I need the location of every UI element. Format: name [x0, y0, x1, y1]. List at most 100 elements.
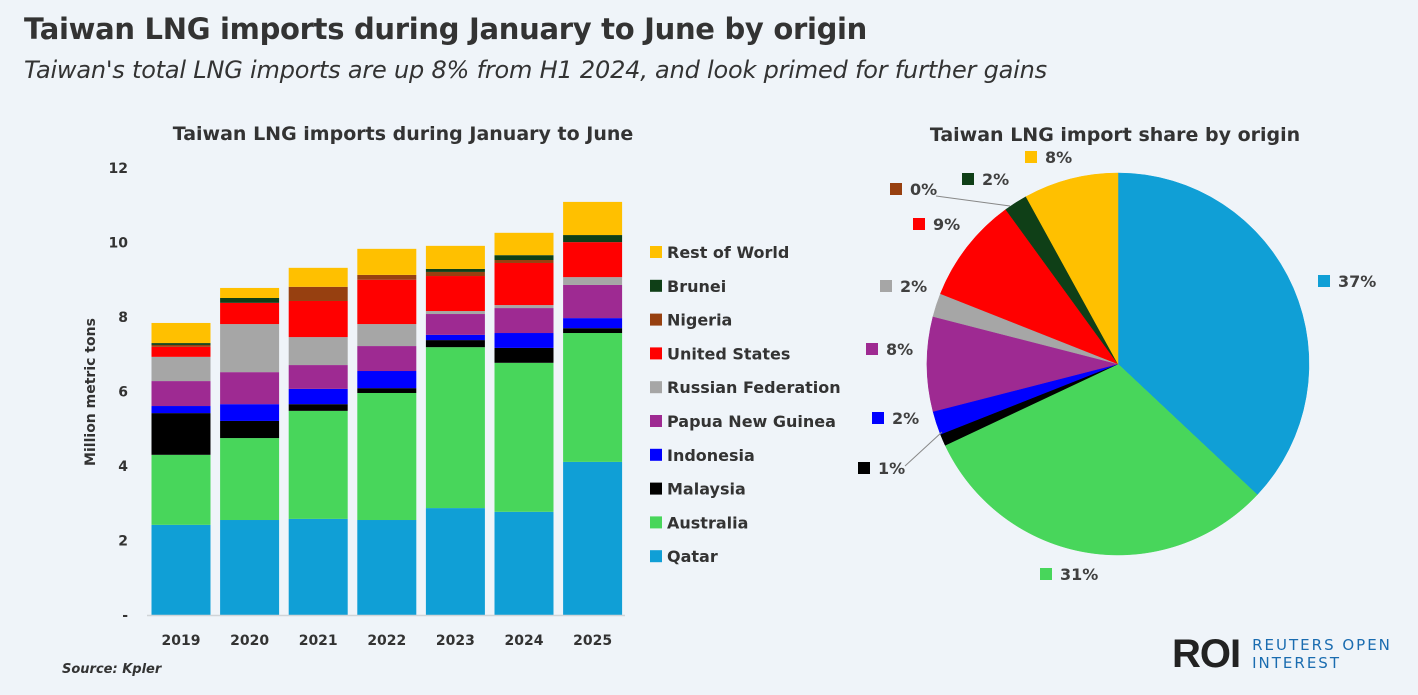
- pie-slice-united-states: [940, 209, 1119, 365]
- bar-segment-rest-of-world: [425, 245, 485, 269]
- pie-label-swatch: [890, 183, 902, 195]
- bar-segment-united-states: [288, 300, 348, 338]
- bar-segment-malaysia: [425, 340, 485, 348]
- bar-segment-malaysia: [357, 388, 417, 393]
- pie-data-label: 2%: [982, 170, 1009, 189]
- bar-segment-rest-of-world: [151, 322, 211, 344]
- legend-swatch: [650, 415, 662, 427]
- bar-segment-nigeria: [288, 286, 348, 301]
- pie-label-swatch: [962, 173, 974, 185]
- pie-label-swatch: [872, 412, 884, 424]
- bar-segment-rest-of-world: [357, 248, 417, 275]
- legend-swatch: [650, 279, 662, 292]
- bar-segment-australia: [151, 454, 211, 525]
- x-tick-label: 2019: [162, 633, 201, 649]
- bar-segment-qatar: [220, 520, 280, 615]
- bar-segment-australia: [563, 333, 623, 462]
- pie-label-swatch: [858, 462, 870, 474]
- legend-swatch: [650, 516, 662, 529]
- legend-label: Rest of World: [667, 243, 789, 262]
- pie-data-label: 2%: [900, 277, 927, 296]
- x-tick-label: 2025: [573, 633, 612, 649]
- y-tick-label: 12: [109, 161, 128, 177]
- x-tick-label: 2020: [230, 633, 269, 649]
- legend-swatch: [650, 381, 662, 394]
- pie-label-swatch: [880, 280, 892, 292]
- pie-data-label: 37%: [1338, 272, 1376, 291]
- bar-segment-australia: [220, 438, 280, 521]
- pie-label-swatch: [1025, 151, 1037, 163]
- bar-segment-australia: [357, 392, 417, 521]
- bar-segment-indonesia: [494, 333, 554, 348]
- legend-swatch: [650, 246, 662, 258]
- source-note: Source: Kpler: [62, 662, 162, 677]
- pie-slice-papua-new-guinea: [926, 316, 1119, 412]
- bar-segment-nigeria: [151, 344, 211, 347]
- bar-segment-united-states: [563, 242, 623, 278]
- bar-segment-russian-federation: [151, 356, 211, 382]
- pie-label-swatch: [866, 343, 878, 355]
- bar-segment-russian-federation: [220, 324, 280, 373]
- pie-data-label: 9%: [933, 215, 960, 234]
- bar-segment-papua-new-guinea: [151, 381, 211, 407]
- y-tick-label: -: [122, 608, 128, 624]
- bar-segment-russian-federation: [494, 305, 554, 309]
- bar-segment-australia: [425, 347, 485, 509]
- legend-swatch: [650, 550, 662, 563]
- pie-data-label: 1%: [878, 459, 905, 478]
- legend-label: Nigeria: [667, 311, 732, 330]
- bar-segment-malaysia: [494, 347, 554, 363]
- pie-chart-title: Taiwan LNG import share by origin: [930, 124, 1300, 146]
- x-tick-label: 2023: [436, 633, 475, 649]
- bar-segment-brunei: [151, 343, 211, 345]
- pie-data-label: 2%: [892, 409, 919, 428]
- bar-segment-united-states: [357, 279, 417, 325]
- bar-segment-australia: [494, 362, 554, 512]
- bar-segment-malaysia: [220, 420, 280, 439]
- bar-segment-papua-new-guinea: [288, 365, 348, 389]
- bar-segment-nigeria: [425, 271, 485, 277]
- x-tick-label: 2021: [299, 633, 338, 649]
- bar-segment-indonesia: [563, 318, 623, 329]
- logo-line-2: INTEREST: [1252, 654, 1341, 672]
- page-subtitle: Taiwan's total LNG imports are up 8% fro…: [24, 56, 1047, 84]
- pie-data-label: 0%: [910, 180, 937, 199]
- logo-line-1: REUTERS OPEN: [1252, 636, 1392, 654]
- pie-label-swatch: [1040, 568, 1052, 580]
- legend-swatch: [650, 313, 662, 326]
- bar-segment-malaysia: [563, 328, 623, 334]
- bar-segment-rest-of-world: [288, 267, 348, 287]
- bar-segment-malaysia: [288, 404, 348, 411]
- x-tick-label: 2022: [367, 633, 406, 649]
- legend-label: Malaysia: [667, 480, 746, 499]
- bar-segment-malaysia: [151, 413, 211, 455]
- leader-line: [904, 431, 943, 467]
- bar-segment-brunei: [563, 235, 623, 243]
- x-tick-label: 2024: [505, 633, 544, 649]
- y-tick-label: 2: [118, 534, 128, 550]
- pie-slice-rest-of-world: [1025, 172, 1119, 365]
- bar-segment-papua-new-guinea: [425, 314, 485, 335]
- bar-segment-qatar: [151, 524, 211, 615]
- bar-segment-russian-federation: [563, 277, 623, 285]
- legend-label: Australia: [667, 513, 748, 532]
- legend-swatch: [650, 482, 662, 495]
- bar-segment-indonesia: [220, 404, 280, 421]
- bar-segment-united-states: [425, 276, 485, 312]
- bar-segment-russian-federation: [288, 337, 348, 366]
- bar-segment-united-states: [151, 346, 211, 357]
- bar-segment-papua-new-guinea: [357, 346, 417, 372]
- bar-segment-qatar: [425, 508, 485, 615]
- pie-label-swatch: [1318, 275, 1330, 287]
- bar-segment-papua-new-guinea: [563, 284, 623, 319]
- bar-segment-nigeria: [494, 260, 554, 263]
- bar-segment-qatar: [494, 511, 554, 615]
- bar-segment-indonesia: [151, 406, 211, 414]
- bar-segment-nigeria: [357, 274, 417, 280]
- bar-segment-qatar: [288, 518, 348, 615]
- logo-mark: ROI: [1172, 632, 1241, 676]
- bar-segment-papua-new-guinea: [494, 308, 554, 334]
- legend-swatch: [650, 448, 662, 461]
- roi-logo: ROI REUTERS OPEN INTEREST: [1172, 632, 1392, 676]
